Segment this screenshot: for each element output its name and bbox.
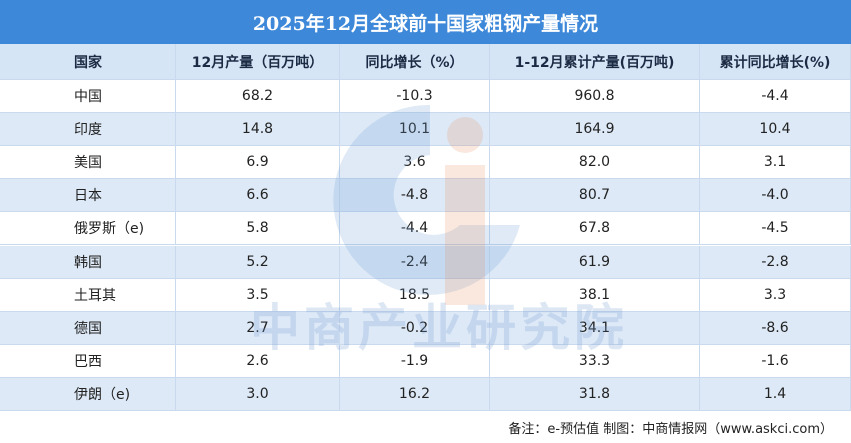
table-cell: 960.8 [490, 80, 700, 114]
footer: 备注：e-预估值 制图：中商情报网（www.askci.com） [508, 421, 833, 437]
table-cell: -1.6 [700, 344, 851, 378]
table-cell: 巴西 [0, 344, 176, 378]
header-cell: 累计同比增长(%) [700, 44, 851, 80]
table-cell: 14.8 [176, 113, 340, 147]
table-cell: -8.6 [700, 311, 851, 345]
table-cell: 5.2 [176, 245, 340, 279]
table-cell: 33.3 [490, 344, 700, 378]
table-cell: 印度 [0, 113, 176, 147]
table-cell: 16.2 [340, 377, 490, 411]
table-cell: 80.7 [490, 179, 700, 213]
table-cell: 俄罗斯（e) [0, 212, 176, 246]
table-cell: -4.4 [700, 80, 851, 114]
table-cell: -2.8 [700, 245, 851, 279]
table-cell: 3.6 [340, 146, 490, 180]
table-cell: 6.6 [176, 179, 340, 213]
table-cell: 10.1 [340, 113, 490, 147]
table-cell: 68.2 [176, 80, 340, 114]
table-cell: -1.9 [340, 344, 490, 378]
table-cell: -10.3 [340, 80, 490, 114]
table-cell: 18.5 [340, 278, 490, 312]
table-cell: 3.3 [700, 278, 851, 312]
table-cell: 伊朗（e) [0, 377, 176, 411]
table-cell: 31.8 [490, 377, 700, 411]
table-cell: 67.8 [490, 212, 700, 246]
table-cell: 土耳其 [0, 278, 176, 312]
header-cell: 同比增长（%） [340, 44, 490, 80]
header-cell: 12月产量（百万吨） [176, 44, 340, 80]
table-cell: -0.2 [340, 311, 490, 345]
table-cell: 2.7 [176, 311, 340, 345]
table-cell: 10.4 [700, 113, 851, 147]
table-cell: -4.4 [340, 212, 490, 246]
table-cell: 美国 [0, 146, 176, 180]
table-cell: 日本 [0, 179, 176, 213]
table-cell: 1.4 [700, 377, 851, 411]
table-cell: -4.8 [340, 179, 490, 213]
watermark: 中商产业研究院 [250, 299, 628, 357]
table-cell: 34.1 [490, 311, 700, 345]
table-cell: 3.1 [700, 146, 851, 180]
table-cell: -2.4 [340, 245, 490, 279]
table-cell: 82.0 [490, 146, 700, 180]
title: 2025年12月全球前十国家粗钢产量情况 [0, 0, 851, 44]
table-cell: -4.5 [700, 212, 851, 246]
table-cell: 3.0 [176, 377, 340, 411]
logo [333, 104, 520, 305]
table-cell: 2.6 [176, 344, 340, 378]
table-cell: -4.0 [700, 179, 851, 213]
table-cell: 5.8 [176, 212, 340, 246]
header-cell: 国家 [0, 44, 176, 80]
table-cell: 德国 [0, 311, 176, 345]
table-cell: 61.9 [490, 245, 700, 279]
table-cell: 38.1 [490, 278, 700, 312]
table-cell: 韩国 [0, 245, 176, 279]
table-cell: 164.9 [490, 113, 700, 147]
table-cell: 6.9 [176, 146, 340, 180]
table-cell: 3.5 [176, 278, 340, 312]
header-cell: 1-12月累计产量(百万吨) [490, 44, 700, 80]
table-cell: 中国 [0, 80, 176, 114]
